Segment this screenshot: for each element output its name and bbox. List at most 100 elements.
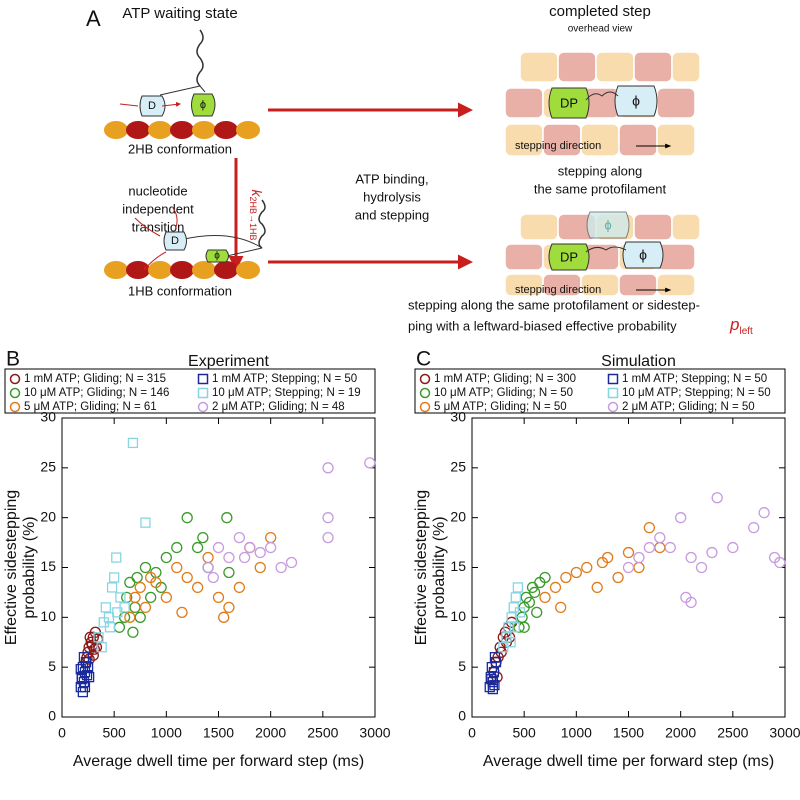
point [223,566,235,579]
state-label: 1HB conformation [128,283,232,298]
result-text: the same protofilament [534,181,667,196]
legend-label: 10 μM ATP; Stepping; N = 50 [622,387,771,399]
x-tick-label: 0 [468,725,476,741]
point [633,561,645,574]
point [596,556,609,569]
head-label: ϕ [632,93,640,109]
point [488,667,500,678]
point [160,591,172,604]
point [531,606,543,618]
head-label: DP [560,95,578,110]
panel-a: A ATP waiting state completed step overh… [86,3,753,337]
x-tick-label: 1500 [613,725,644,741]
y-tick-label: 30 [450,409,466,425]
point [212,591,225,604]
point [774,556,786,569]
head-label: D [148,100,156,112]
point [514,607,526,618]
head-label: D [171,235,179,247]
head-label: DP [560,249,578,264]
legend-marker [419,387,431,399]
x-tick-label: 2000 [255,725,286,741]
x-tick-label: 500 [512,725,536,741]
x-tick-label: 2000 [665,725,696,741]
left-title: ATP waiting state [122,5,237,22]
point [664,541,676,554]
point [223,551,235,564]
point [124,611,136,623]
legend-box [414,368,786,414]
point [78,652,90,663]
point [218,611,230,623]
chart-title: Simulation [601,353,676,370]
x-tick-label: 2500 [307,725,338,741]
point [711,492,723,504]
y-tick-label: 10 [450,608,466,624]
point [181,571,193,584]
state-label: 2HB conformation [128,141,232,156]
point [539,591,551,604]
point [233,581,246,594]
panel-letter: B [6,348,20,371]
legend-box [4,368,376,414]
point [581,561,593,574]
y-tick-label: 20 [40,508,56,524]
point [127,437,139,449]
point [680,591,692,604]
charts: B Experiment 1 mM ATP; Gliding; N = 315 1 m… [3,348,800,771]
point [758,507,770,519]
caption: ping with a leftward-biased effective pr… [408,318,677,333]
point [113,621,126,633]
point [364,457,376,469]
transition-text: transition [132,219,185,234]
point [191,541,204,554]
point [643,541,656,554]
point [115,592,126,603]
point [207,571,219,584]
x-tick-label: 1500 [203,725,234,741]
point [748,521,760,534]
y-tick-label: 15 [450,558,466,574]
point [654,541,666,554]
point [244,541,256,554]
legend-marker [197,373,209,385]
direction-label: stepping direction [515,140,601,152]
point [171,541,183,554]
y-tick-label: 10 [40,608,56,624]
point [643,521,656,534]
point [100,602,111,613]
point [633,551,645,564]
point [131,571,143,584]
point [285,556,298,569]
point [171,561,183,574]
point [96,642,107,653]
y-tick-label: 5 [48,658,56,674]
y-axis-label: probability (%) [21,516,38,618]
point [523,596,536,609]
transition-text: independent [122,201,194,216]
p-left: pleft [729,315,753,336]
x-tick-label: 1000 [561,725,592,741]
point [202,551,214,564]
head-label: ϕ [604,217,611,232]
point [486,673,497,685]
point [322,462,334,474]
y-tick-label: 25 [40,459,56,475]
legend-label: 1 mM ATP; Gliding; N = 300 [434,373,576,385]
x-axis-label: Average dwell time per forward step (ms) [73,753,364,770]
legend-marker [607,387,619,399]
point [675,512,687,524]
point [487,676,499,688]
point [221,512,233,524]
point [106,582,118,593]
point [139,601,152,614]
point [83,653,95,665]
point [265,531,277,544]
point [549,581,562,594]
legend-marker [607,401,619,413]
point [79,681,91,693]
point [176,606,188,618]
point [489,679,500,691]
point [212,541,225,554]
point [104,622,116,633]
